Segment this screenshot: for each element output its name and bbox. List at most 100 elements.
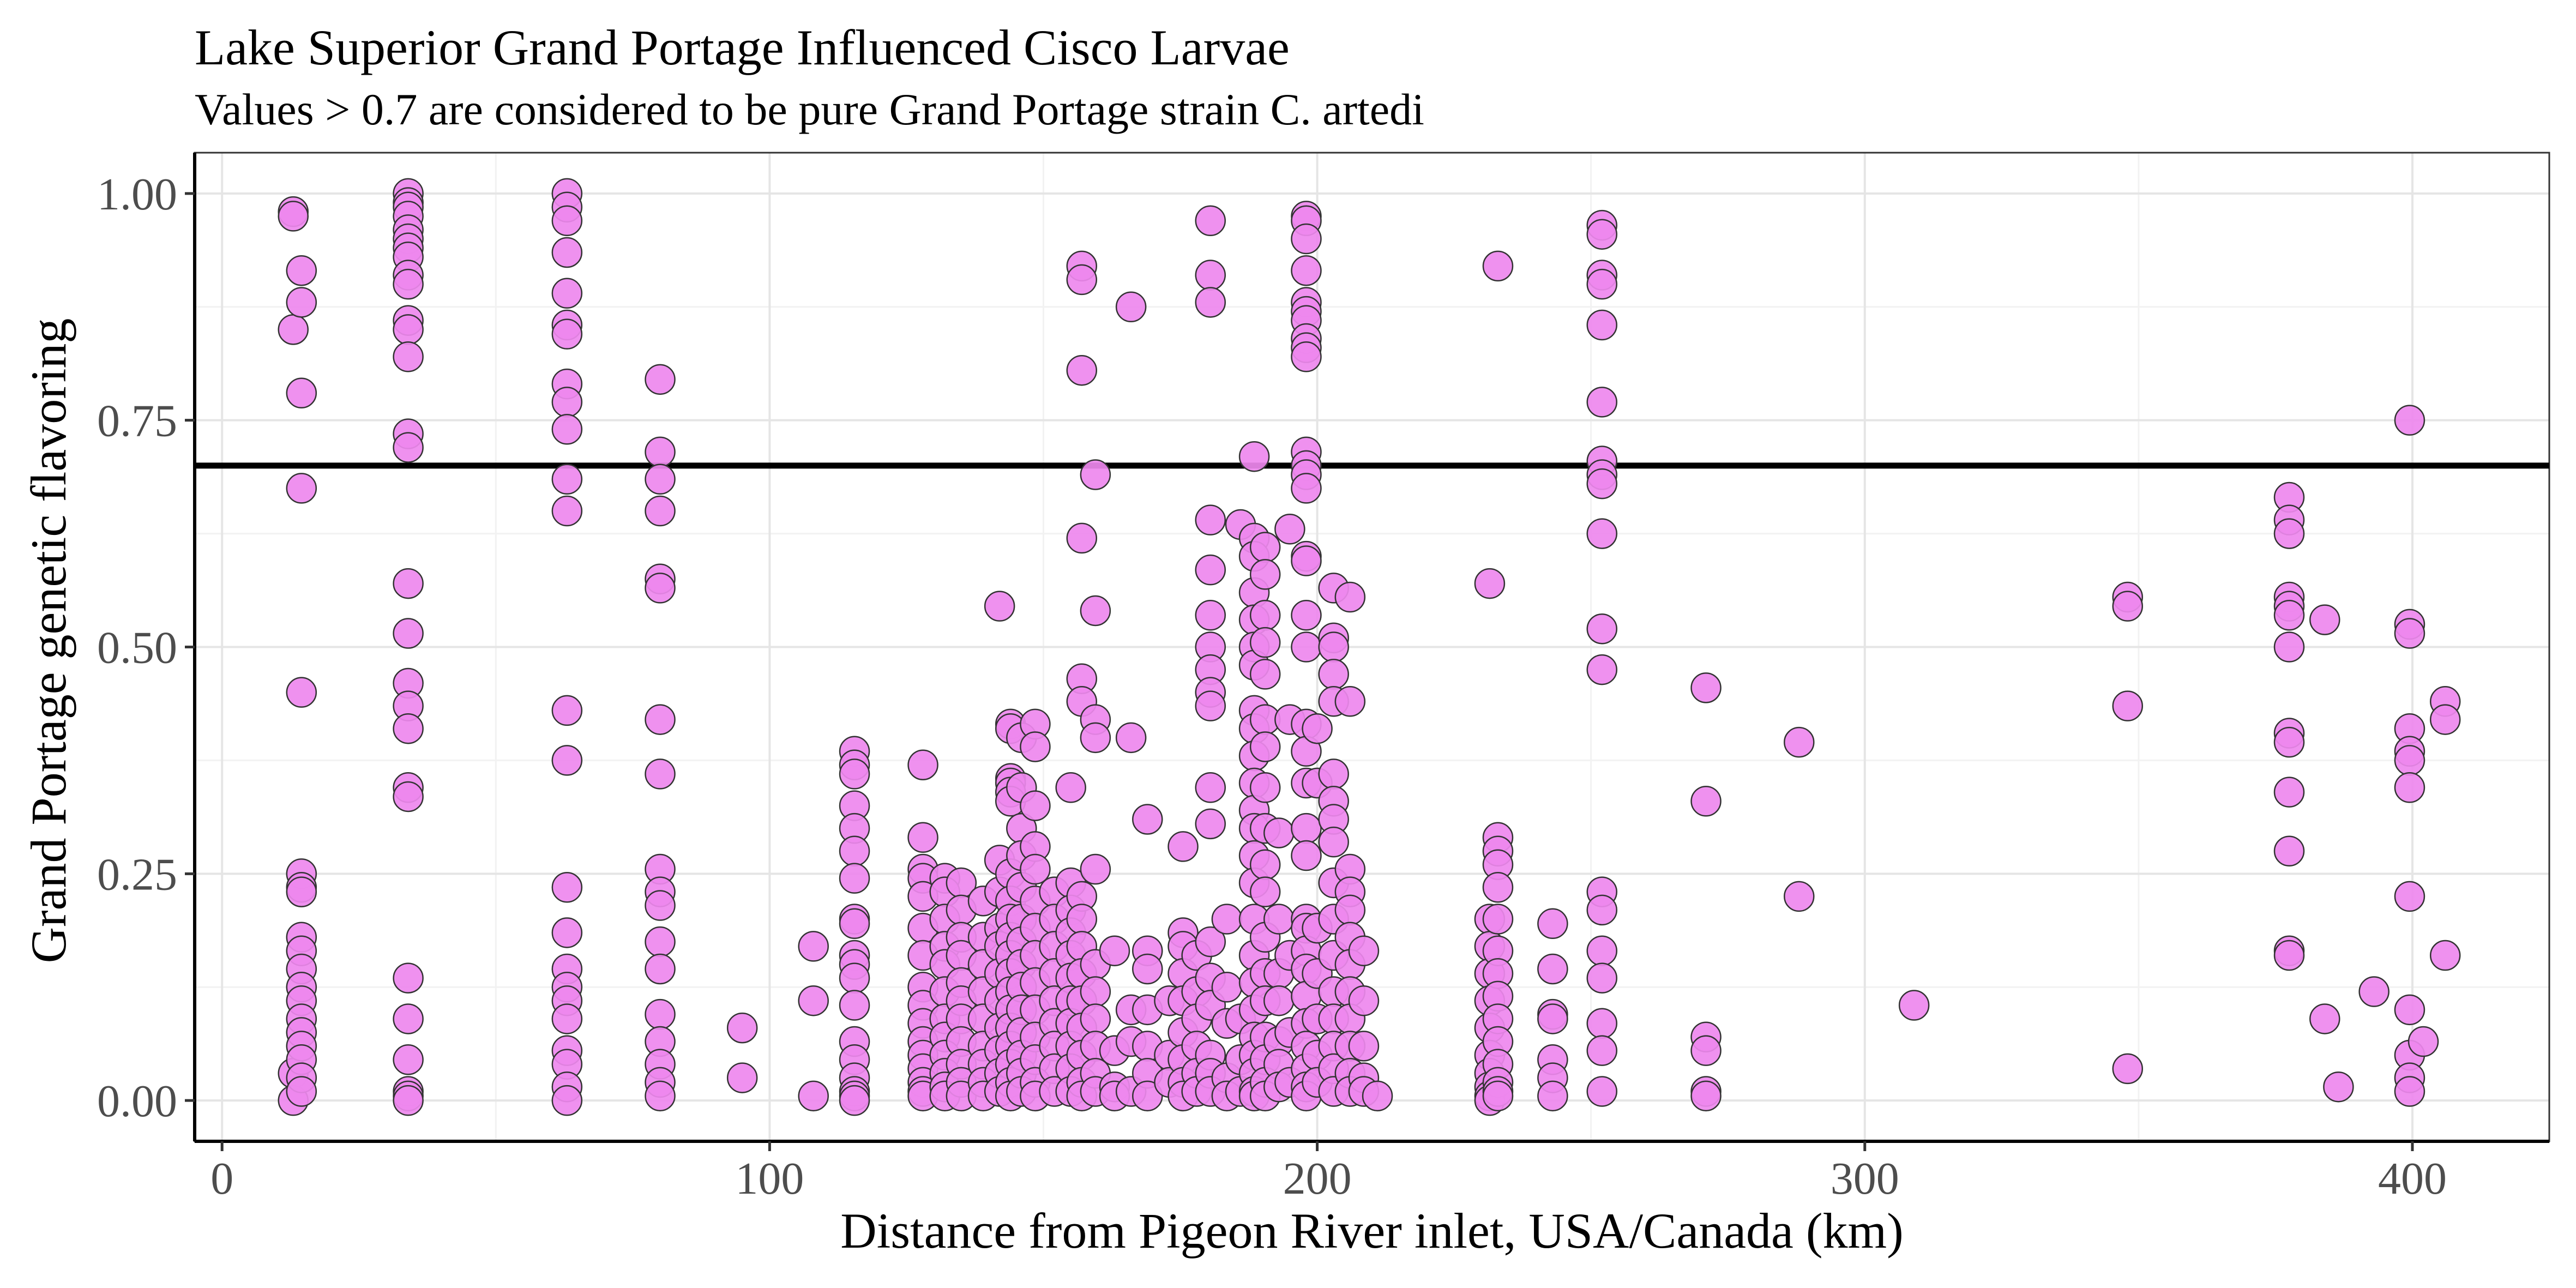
data-point xyxy=(645,1080,676,1112)
data-point xyxy=(839,759,870,790)
data-point xyxy=(2112,591,2144,622)
data-point xyxy=(1586,1008,1618,1039)
data-point xyxy=(2394,772,2425,803)
data-point xyxy=(1020,790,1051,821)
data-point xyxy=(645,998,676,1030)
data-point xyxy=(1690,1035,1722,1066)
data-point xyxy=(645,926,676,958)
data-point xyxy=(2429,704,2461,735)
data-point xyxy=(1291,545,1322,576)
data-point xyxy=(551,745,583,776)
data-point xyxy=(645,953,676,985)
y-tick-label: 0.50 xyxy=(97,623,177,673)
data-point xyxy=(1167,831,1199,862)
data-point xyxy=(1249,600,1281,631)
data-point xyxy=(551,205,583,236)
data-point xyxy=(907,822,938,853)
data-point xyxy=(2408,1026,2439,1057)
data-point xyxy=(2273,835,2305,866)
data-point xyxy=(1020,731,1051,762)
data-point xyxy=(1080,595,1111,627)
data-point xyxy=(1586,935,1618,966)
data-point xyxy=(1482,872,1514,903)
data-point xyxy=(839,863,870,894)
data-point xyxy=(2394,1076,2425,1107)
data-point xyxy=(1055,772,1086,803)
data-point xyxy=(1080,722,1111,754)
data-point xyxy=(1586,962,1618,994)
data-point xyxy=(1690,786,1722,817)
data-point xyxy=(1195,205,1226,236)
data-point xyxy=(1099,935,1130,966)
data-point xyxy=(1066,264,1098,296)
data-point xyxy=(1080,1003,1111,1034)
chart-title: Lake Superior Grand Portage Influenced C… xyxy=(195,20,1290,75)
data-points xyxy=(278,178,2461,1116)
data-point xyxy=(551,695,583,726)
data-point xyxy=(393,568,424,599)
data-point xyxy=(645,573,676,604)
data-point xyxy=(645,759,676,790)
x-axis-title: Distance from Pigeon River inlet, USA/Ca… xyxy=(840,1203,1903,1259)
data-point xyxy=(2394,994,2425,1026)
data-point xyxy=(1690,672,1722,703)
data-point xyxy=(1474,568,1506,599)
data-point xyxy=(1586,387,1618,418)
data-point xyxy=(278,314,309,345)
data-point xyxy=(1195,260,1226,291)
data-point xyxy=(1482,1080,1514,1112)
data-point xyxy=(1249,876,1281,907)
data-point xyxy=(1249,659,1281,690)
data-point xyxy=(551,917,583,948)
data-point xyxy=(1238,441,1270,472)
data-point xyxy=(286,377,317,409)
data-point xyxy=(1066,904,1098,935)
x-tick-label: 300 xyxy=(1831,1153,1899,1204)
data-point xyxy=(1291,600,1322,631)
data-point xyxy=(286,677,317,708)
data-point xyxy=(1195,772,1226,803)
data-point xyxy=(1537,1080,1568,1112)
data-point xyxy=(798,931,829,962)
data-point xyxy=(1291,840,1322,871)
y-tick-label: 0.25 xyxy=(97,849,177,900)
data-point xyxy=(1263,817,1295,848)
data-point xyxy=(907,749,938,780)
data-point xyxy=(1249,772,1281,803)
data-point xyxy=(393,1003,424,1034)
data-point xyxy=(1291,341,1322,372)
data-point xyxy=(393,618,424,649)
data-point xyxy=(1195,554,1226,586)
data-point xyxy=(1586,518,1618,549)
data-point xyxy=(1132,953,1163,985)
x-tick-label: 100 xyxy=(735,1153,804,1204)
data-point xyxy=(798,985,829,1016)
data-point xyxy=(2394,745,2425,776)
data-point xyxy=(286,287,317,318)
data-point xyxy=(1784,726,1815,758)
data-point xyxy=(1348,935,1380,966)
data-point xyxy=(1302,713,1333,744)
data-point xyxy=(1291,255,1322,286)
data-point xyxy=(1348,1031,1380,1062)
data-point xyxy=(1195,504,1226,535)
data-point xyxy=(1537,1003,1568,1034)
data-point xyxy=(2309,1003,2340,1034)
data-point xyxy=(393,314,424,345)
data-point xyxy=(1249,849,1281,880)
data-point xyxy=(393,962,424,994)
data-point xyxy=(1132,804,1163,835)
data-point xyxy=(393,341,424,372)
data-point xyxy=(1482,250,1514,282)
data-point xyxy=(1080,976,1111,1007)
chart-subtitle: Values > 0.7 are considered to be pure G… xyxy=(195,85,1424,134)
tick-marks: 0 100 200 300 400 0.00 0.25 0.50 0.75 1.00 xyxy=(97,169,2447,1204)
data-point xyxy=(1586,268,1618,300)
data-point xyxy=(286,473,317,504)
data-point xyxy=(1066,354,1098,386)
data-point xyxy=(2309,604,2340,635)
data-point xyxy=(1291,473,1322,504)
data-point xyxy=(1586,894,1618,926)
data-point xyxy=(1318,659,1349,690)
y-tick-label: 1.00 xyxy=(97,169,177,220)
